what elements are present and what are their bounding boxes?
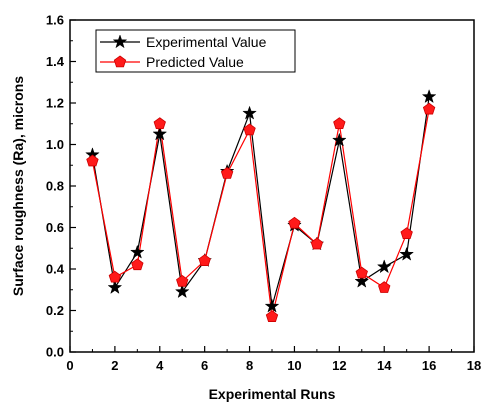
x-tick-label: 2	[111, 358, 118, 373]
experimental-point	[152, 126, 168, 141]
predicted-point	[131, 258, 144, 271]
x-tick-label: 16	[422, 358, 436, 373]
predicted-point	[378, 281, 391, 293]
experimental-point	[129, 244, 145, 259]
x-tick-label: 12	[332, 358, 346, 373]
predicted-point	[355, 266, 368, 279]
experimental-point	[174, 284, 190, 299]
x-axis-title: Experimental Runs	[209, 386, 336, 402]
legend-pentagon-marker	[113, 55, 127, 68]
x-tick-label: 10	[287, 358, 301, 373]
experimental-point	[242, 105, 257, 120]
y-tick-label: 1.4	[46, 54, 65, 69]
x-tick-label: 8	[246, 358, 253, 373]
predicted-point	[265, 310, 279, 322]
predicted-point	[400, 227, 413, 239]
predicted-point	[108, 270, 122, 283]
predicted-point	[310, 237, 324, 250]
y-tick-label: 1.0	[46, 137, 64, 152]
experimental-point	[107, 279, 123, 294]
predicted-point	[153, 117, 166, 130]
x-axis: 0 2 4 6 8 10 12 14 16 18	[66, 346, 481, 373]
legend-marker-experimental	[112, 34, 128, 49]
x-tick-label: 0	[66, 358, 73, 373]
legend-star-marker	[112, 34, 128, 49]
y-tick-label: 0.8	[46, 179, 64, 194]
y-tick-label: 1.6	[46, 13, 64, 28]
y-tick-label: 0.2	[46, 303, 64, 318]
legend-label-predicted: Predicted Value	[146, 54, 244, 70]
predicted-point	[176, 274, 189, 287]
series-layer	[85, 89, 437, 322]
predicted-point	[288, 216, 301, 229]
y-tick-label: 0.4	[46, 262, 65, 277]
predicted-point	[422, 102, 436, 115]
legend-box	[95, 29, 296, 73]
experimental-point	[399, 246, 415, 261]
y-axis-title: Surface roughness (Ra), microns	[10, 76, 26, 296]
predicted-point	[333, 117, 346, 130]
experimental-point	[264, 298, 280, 313]
predicted-point	[86, 154, 99, 167]
x-tick-label: 4	[156, 358, 164, 373]
predicted-point	[220, 167, 234, 179]
predicted-point	[198, 254, 211, 266]
x-tick-label: 18	[467, 358, 481, 373]
legend: Experimental Value Predicted Value	[95, 29, 296, 73]
experimental-point	[421, 89, 437, 104]
experimental-point	[354, 273, 370, 288]
y-tick-label: 0.6	[46, 220, 64, 235]
experimental-point	[376, 259, 392, 274]
y-axis: 0.0 0.2 0.4 0.6 0.8 1.0 1.2 1.4 1.6	[46, 13, 76, 360]
experimental-point	[331, 132, 347, 147]
y-tick-label: 1.2	[46, 96, 64, 111]
legend-label-experimental: Experimental Value	[146, 34, 267, 50]
series-line-predicted	[91, 109, 430, 317]
predicted-point	[243, 123, 256, 136]
legend-marker-predicted	[113, 55, 127, 68]
x-tick-label: 6	[201, 358, 208, 373]
x-tick-label: 14	[377, 358, 392, 373]
y-tick-label: 0.0	[46, 345, 64, 360]
series-line-experimental	[91, 96, 430, 307]
